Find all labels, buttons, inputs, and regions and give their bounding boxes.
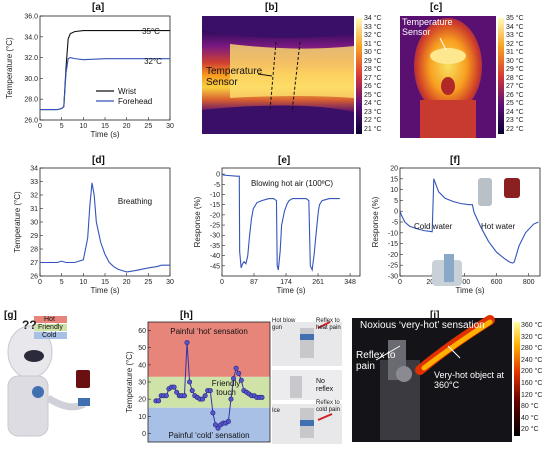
i-cbar-tick: 160 °C xyxy=(521,378,542,390)
i-cbar-tick: 320 °C xyxy=(521,332,542,344)
i-object-label: Very-hot object at 360°C xyxy=(434,370,514,390)
i-cbar-tick: 360 °C xyxy=(521,320,542,332)
i-cbar-tick: 200 °C xyxy=(521,366,542,378)
i-cbar-tick: 40 °C xyxy=(521,413,542,425)
i-cbar-tick: 120 °C xyxy=(521,390,542,402)
i-cbar-tick: 280 °C xyxy=(521,343,542,355)
i-cbar-tick: 20 °C xyxy=(521,424,542,436)
i-colorbar-ticks: 360 °C 320 °C 280 °C 240 °C 200 °C 160 °… xyxy=(521,320,542,436)
i-title: Noxious ‘very-hot’ sensation xyxy=(360,320,485,331)
i-reflex-label: Reflex to pain xyxy=(356,350,396,372)
i-cbar-tick: 240 °C xyxy=(521,355,542,367)
i-cbar-tick: 80 °C xyxy=(521,401,542,413)
